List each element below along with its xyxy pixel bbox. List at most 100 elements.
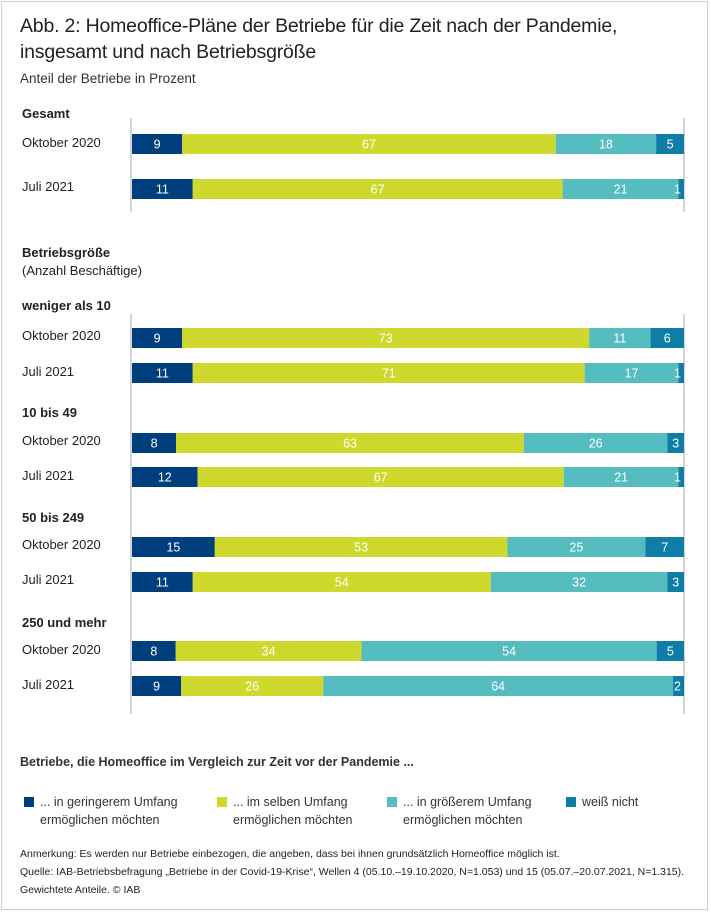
segment-groesser [584,363,679,383]
data-label: 15 [166,541,180,555]
segment-geringer [132,363,193,383]
segment-groesser [562,179,679,199]
segment-selben [192,179,563,199]
section-sublabel: (Anzahl Beschäftige) [22,263,142,278]
segment-geringer [132,328,183,348]
data-label: 8 [151,437,158,451]
segment-selben [192,363,585,383]
legend-swatch [566,797,576,807]
data-label: 5 [667,138,674,152]
data-label: 6 [664,332,671,346]
segment-selben [182,134,556,154]
data-label: 21 [614,183,628,197]
legend-text: ... in geringerem Umfang [40,795,178,809]
legend-item-weiss-nicht: weiß nicht [566,793,638,811]
legend-text: ermöglichen möchten [403,813,523,827]
segment-weiss-nicht [678,363,684,383]
data-label: 54 [502,645,516,659]
legend-swatch [387,797,397,807]
segment-selben [197,467,564,487]
segment-groesser [361,641,657,661]
data-label: 12 [158,471,172,485]
data-label: 1 [674,471,681,485]
segment-weiss-nicht [678,179,684,199]
segment-weiss-nicht [667,572,684,592]
segment-geringer [132,179,193,199]
legend-text: ermöglichen möchten [233,813,353,827]
data-label: 9 [154,332,161,346]
data-label: 11 [613,332,626,346]
segment-groesser [323,676,674,696]
segment-weiss-nicht [645,537,684,557]
segment-selben [176,433,524,453]
segment-selben [181,676,324,696]
segment-weiss-nicht [656,641,684,661]
data-label: 2 [674,680,681,694]
segment-selben [192,572,491,592]
data-label: 53 [354,541,368,555]
data-label: 67 [374,471,388,485]
segment-groesser [490,572,668,592]
row-label: Juli 2021 [22,179,75,194]
row-label: Oktober 2020 [22,537,101,552]
data-label: 64 [491,680,505,694]
data-label: 1 [674,183,681,197]
legend-text: ... in größerem Umfang [403,795,532,809]
row-label: Oktober 2020 [22,135,101,150]
segment-weiss-nicht [650,328,684,348]
data-label: 26 [589,437,603,451]
row-label: Juli 2021 [22,364,75,379]
segment-groesser [555,134,657,154]
row-label: Oktober 2020 [22,642,101,657]
data-label: 67 [371,183,385,197]
data-label: 18 [599,138,613,152]
segment-selben [175,641,362,661]
data-label: 11 [156,367,169,381]
segment-geringer [132,537,215,557]
group-label-lt10: weniger als 10 [22,298,111,313]
legend-swatch [24,797,34,807]
chart-title: Abb. 2: Homeoffice-Pläne der Betriebe fü… [20,15,618,63]
data-label: 9 [154,138,161,152]
data-label: 67 [362,138,376,152]
data-label: 63 [343,437,357,451]
legend-text: ... im selben Umfang [233,795,348,809]
segment-groesser [563,467,679,487]
segment-weiss-nicht [673,676,684,696]
data-label: 21 [614,471,628,485]
segment-geringer [132,467,198,487]
segment-selben [182,328,590,348]
data-label: 71 [382,367,396,381]
data-label: 8 [150,645,157,659]
data-label: 25 [569,541,583,555]
data-label: 9 [153,680,160,694]
row-label: Oktober 2020 [22,433,101,448]
data-label: 34 [262,645,276,659]
data-label: 3 [672,437,679,451]
segment-groesser [507,537,646,557]
group-label-50-249: 50 bis 249 [22,510,85,525]
group-label-250plus: 250 und mehr [22,615,107,630]
segment-weiss-nicht [678,467,684,487]
data-label: 32 [572,576,586,590]
row-label: Juli 2021 [22,468,75,483]
row-label: Juli 2021 [22,572,75,587]
data-label: 11 [156,183,169,197]
footnotes: Anmerkung: Es werden nur Betriebe einbez… [20,845,710,899]
data-label: 5 [667,645,674,659]
group-label-10-49: 10 bis 49 [22,405,77,420]
segment-geringer [132,572,193,592]
note-gewichtet: Gewichtete Anteile. © IAB [20,884,141,896]
data-label: 73 [379,332,393,346]
legend-item-groesser: ... in größerem Umfang ermöglichen möcht… [387,793,532,829]
group-label-gesamt: Gesamt [22,106,70,121]
segment-geringer [132,433,177,453]
data-label: 26 [245,680,259,694]
legend-swatch [217,797,227,807]
legend-item-geringer: ... in geringerem Umfang ermöglichen möc… [24,793,178,829]
data-label: 1 [674,367,681,381]
legend-title: Betriebe, die Homeoffice im Vergleich zu… [20,755,414,769]
segment-selben [214,537,508,557]
legend-item-selben: ... im selben Umfang ermöglichen möchten [217,793,353,829]
